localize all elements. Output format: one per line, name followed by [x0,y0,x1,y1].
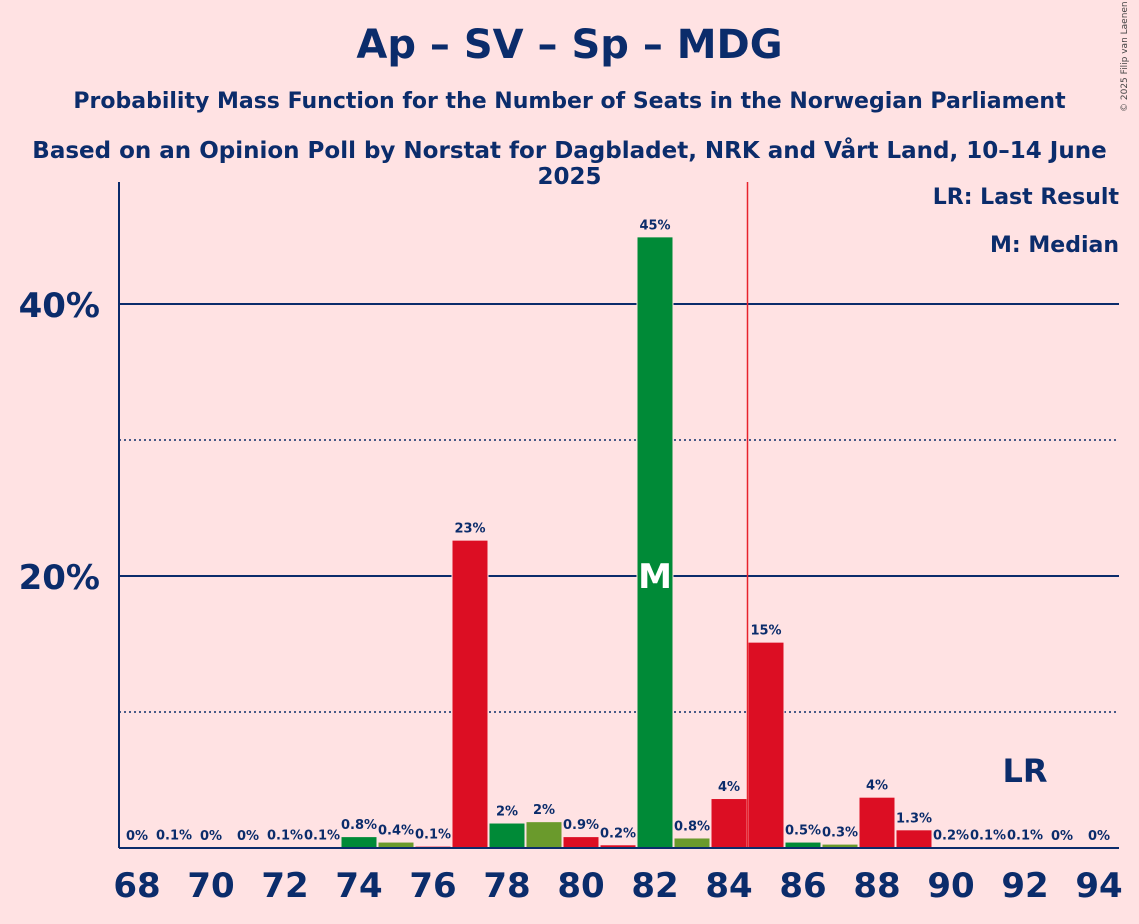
chart-source-line: Based on an Opinion Poll by Norstat for … [32,138,1107,190]
x-tick-label: 94 [1075,866,1122,906]
data-label: 0.1% [304,828,340,843]
y-tick-label: 40% [19,286,100,326]
bar-88 [859,797,895,848]
bar-78 [489,823,525,848]
chart-subtitle: Probability Mass Function for the Number… [73,89,1066,114]
bar-80 [563,837,599,848]
data-label: 0.3% [822,826,858,841]
x-tick-label: 84 [705,866,752,906]
data-label: 0.1% [156,828,192,843]
x-tick-label: 76 [409,866,456,906]
data-label: 0% [1051,829,1073,844]
median-marker: M [638,557,672,597]
data-label: 0% [126,829,148,844]
data-label: 0.1% [970,828,1006,843]
x-tick-label: 92 [1001,866,1048,906]
x-tick-label: 80 [557,866,604,906]
data-label: 0.5% [785,824,821,839]
last-result-marker: LR [1002,752,1047,790]
data-label: 0.1% [267,828,303,843]
data-label: 0.1% [415,828,451,843]
data-label: 4% [718,780,740,795]
data-label: 1.3% [896,811,932,826]
bar-82 [637,237,673,849]
data-label: 0.9% [563,818,599,833]
x-tick-label: 78 [483,866,530,906]
data-label: 0.8% [674,819,710,834]
x-tick-label: 72 [261,866,308,906]
data-label: 2% [496,805,518,820]
x-tick-label: 88 [853,866,900,906]
data-label: 0.8% [341,818,377,833]
chart-title: Ap – SV – Sp – MDG [356,22,783,68]
x-tick-label: 86 [779,866,826,906]
bar-74 [341,837,377,848]
x-tick-label: 74 [335,866,382,906]
bar-79 [526,822,562,848]
bar-89 [896,830,932,848]
bar-86 [785,842,821,848]
data-label: 0% [1088,829,1110,844]
data-label: 45% [639,218,670,233]
bar-87 [822,844,858,848]
bar-75 [378,842,414,848]
x-tick-label: 90 [927,866,974,906]
data-label: 2% [533,803,555,818]
x-tick-label: 70 [187,866,234,906]
data-label: 0% [237,829,259,844]
legend-median: M: Median [990,233,1119,258]
data-label: 0% [200,829,222,844]
data-label: 0.2% [600,826,636,841]
bar-84 [711,799,747,848]
bar-83 [674,838,710,848]
data-label: 0.4% [378,824,414,839]
bar-77 [452,540,488,848]
data-label: 0.2% [933,828,969,843]
data-label: 0.1% [1007,828,1043,843]
x-tick-label: 68 [113,866,160,906]
bar-81 [600,845,636,848]
data-label: 23% [454,522,485,537]
data-label: 15% [750,624,781,639]
x-tick-label: 82 [631,866,678,906]
bar-85 [748,642,784,848]
legend-last-result: LR: Last Result [932,185,1119,210]
y-tick-label: 20% [19,558,100,598]
data-label: 4% [866,779,888,794]
